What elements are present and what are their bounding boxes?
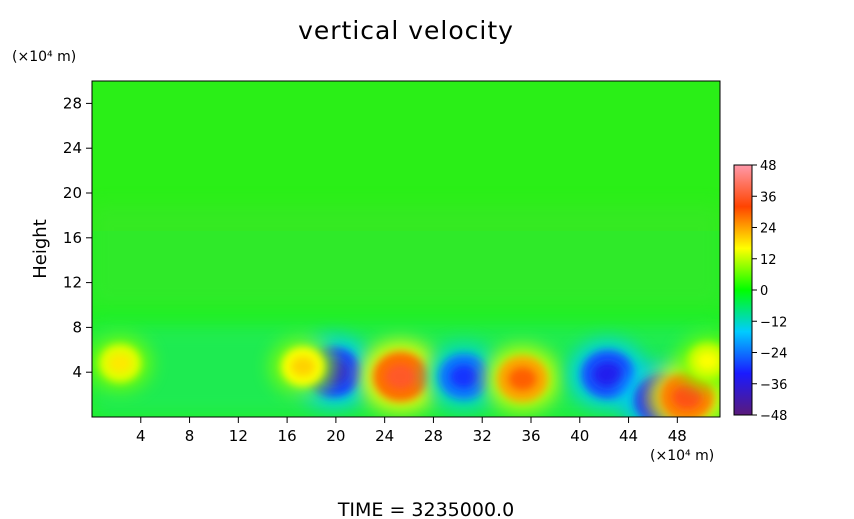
y-tick-label: 28 (63, 94, 82, 112)
x-tick-label: 20 (326, 427, 345, 445)
velocity-cell-core (508, 367, 537, 391)
velocity-cell-core (672, 384, 702, 410)
x-tick-label: 32 (473, 427, 492, 445)
x-tick-label: 4 (136, 427, 146, 445)
velocity-cell-core (450, 365, 478, 389)
colorbar-tick-label: −24 (760, 347, 787, 362)
velocity-cell-core (108, 353, 132, 373)
features-layer (92, 334, 720, 417)
y-axis-label: Height (30, 219, 51, 279)
y-tick-label: 4 (72, 363, 82, 381)
velocity-cell-core (593, 362, 623, 387)
x-tick-label: 40 (570, 427, 589, 445)
colorbar-tick-label: 48 (760, 159, 777, 174)
y-tick-label: 12 (63, 274, 82, 292)
y-tick-label: 16 (63, 229, 82, 247)
time-footer: TIME = 3235000.0 (337, 499, 514, 519)
x-tick-label: 28 (424, 427, 443, 445)
colorbar-tick-label: 36 (760, 190, 777, 205)
y-unit-label: (×10⁴ m) (12, 49, 76, 65)
x-tick-label: 36 (521, 427, 540, 445)
x-tick-label: 8 (185, 427, 195, 445)
x-tick-label: 12 (229, 427, 248, 445)
colorbar: 48 36 24 12 0 −12 −24 −36 −48 (733, 159, 787, 424)
velocity-cell-core (696, 351, 719, 371)
velocity-cell-core (291, 356, 315, 377)
x-tick-label: 44 (619, 427, 638, 445)
colorbar-tick-label: −48 (760, 409, 787, 424)
x-tick-label: 16 (278, 427, 297, 445)
colorbar-tick-label: 0 (760, 284, 768, 299)
y-axis: 4 8 12 16 20 24 28 (63, 94, 92, 381)
y-tick-label: 20 (63, 184, 82, 202)
colorbar-tick-label: −12 (760, 315, 787, 330)
chart-title: vertical velocity (298, 16, 514, 45)
x-tick-label: 48 (668, 427, 687, 445)
x-tick-label: 24 (375, 427, 394, 445)
colorbar-scale (733, 164, 753, 416)
y-tick-label: 8 (72, 318, 82, 336)
plot-frame (91, 80, 721, 418)
colorbar-tick-label: 24 (760, 222, 777, 237)
velocity-cell-core (385, 364, 416, 390)
mid-noise-band (92, 205, 720, 305)
plot-area (92, 81, 720, 417)
y-tick-label: 24 (63, 139, 82, 157)
x-unit-label: (×10⁴ m) (650, 448, 714, 464)
colorbar-tick-label: −36 (760, 378, 787, 393)
colorbar-ticks: 48 36 24 12 0 −12 −24 −36 −48 (752, 159, 787, 424)
colorbar-tick-label: 12 (760, 253, 777, 268)
x-axis: 4 8 12 16 20 24 28 32 36 40 44 48 (136, 417, 687, 445)
